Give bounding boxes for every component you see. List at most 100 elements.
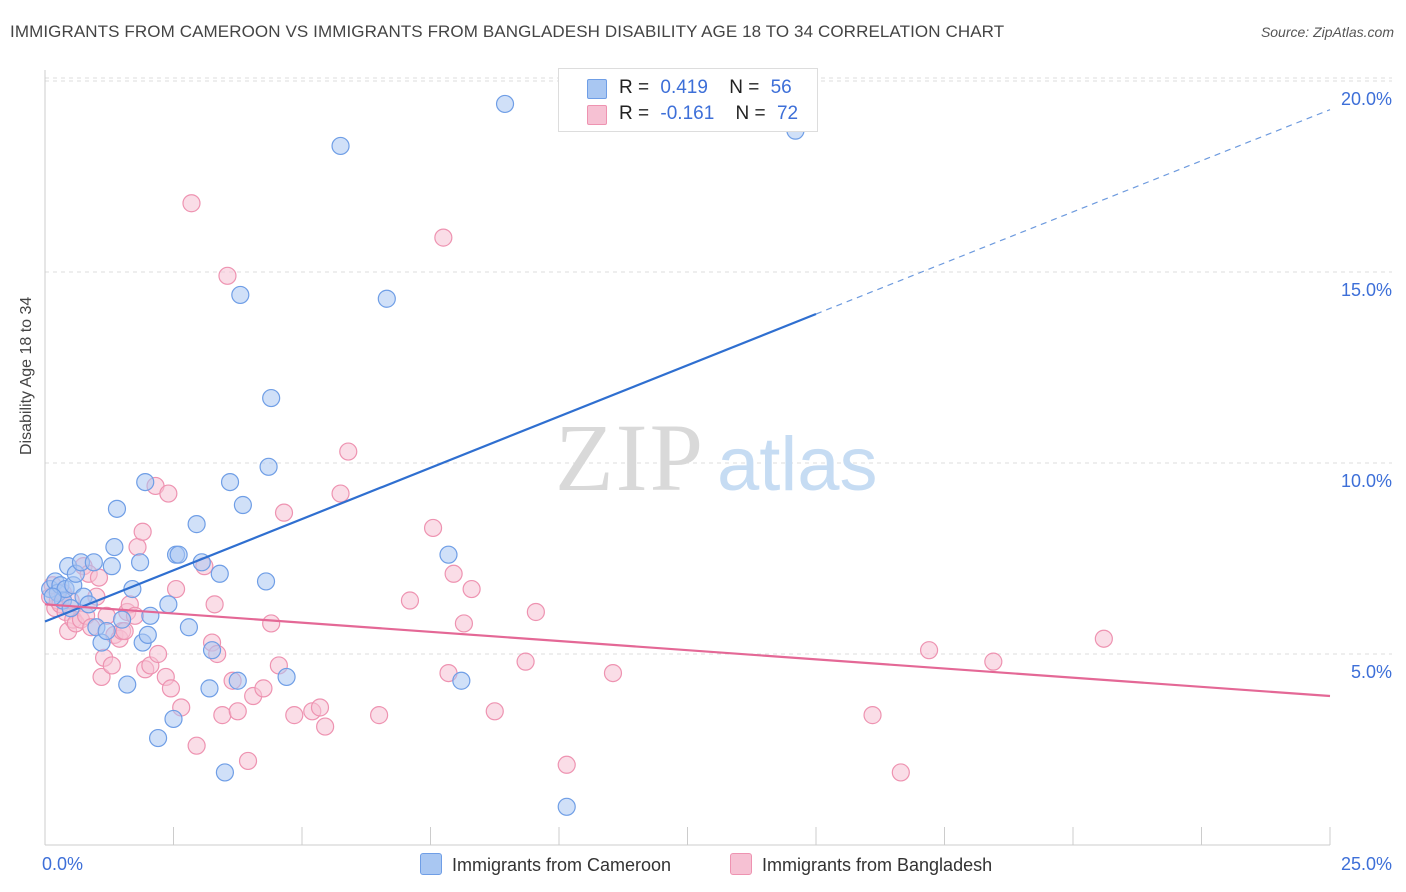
cameroon-legend-swatch (420, 853, 442, 875)
cameroon-point (452, 671, 471, 690)
cameroon-trendline (44, 312, 817, 623)
x-tick-label: 0.0% (42, 854, 83, 874)
bangladesh-point (1094, 629, 1113, 648)
bangladesh-point (228, 702, 247, 721)
cameroon-point (256, 572, 276, 591)
bangladesh-point (187, 736, 206, 755)
watermark-zip: ZIP (555, 404, 705, 511)
watermark-atlas: atlas (717, 422, 878, 507)
cameroon-point (169, 545, 188, 564)
bangladesh-point (400, 591, 420, 610)
bangladesh-n-value: 72 (776, 103, 799, 124)
cameroon-legend-label: Immigrants from Cameroon (452, 855, 672, 875)
cameroon-point (187, 515, 206, 534)
cameroon-point (439, 545, 458, 564)
cameroon-n-value: 56 (770, 77, 792, 98)
chart-title: IMMIGRANTS FROM CAMEROON VS IMMIGRANTS F… (10, 22, 1005, 41)
r-label: R = (619, 77, 650, 98)
cameroon-point (43, 587, 62, 606)
bangladesh-point (274, 503, 294, 522)
y-tick-label: 10.0% (1341, 471, 1392, 491)
bangladesh-point (92, 667, 111, 687)
cameroon-point (231, 285, 250, 305)
y-tick-label: 15.0% (1341, 280, 1392, 300)
cameroon-point (148, 728, 168, 748)
bangladesh-swatch (587, 105, 607, 125)
n-label: N = (735, 103, 766, 124)
cameroon-point (331, 136, 350, 156)
bangladesh-point (238, 751, 258, 771)
bangladesh-trendline (44, 603, 1331, 698)
bangladesh-point (254, 679, 273, 698)
watermark: ZIP atlas (555, 404, 878, 511)
bangladesh-legend-swatch (730, 853, 752, 875)
bangladesh-point (485, 702, 504, 721)
bangladesh-point (434, 228, 453, 247)
y-axis-label: Disability Age 18 to 34 (18, 296, 35, 455)
bangladesh-point (891, 763, 910, 782)
bangladesh-point (316, 717, 335, 736)
r-label: R = (619, 103, 650, 124)
cameroon-point (130, 553, 150, 572)
trendlines (44, 109, 1331, 698)
grid-lines (45, 77, 1392, 655)
bangladesh-point (557, 755, 576, 774)
cameroon-point (141, 606, 160, 625)
series-cameroon (41, 94, 805, 816)
bangladesh-point (331, 484, 350, 503)
cameroon-point (277, 667, 296, 687)
cameroon-point (220, 473, 240, 492)
y-tick-label: 5.0% (1351, 662, 1392, 682)
cameroon-point (159, 595, 178, 614)
bangladesh-point (919, 641, 939, 660)
x-tick-label: 25.0% (1341, 854, 1392, 874)
cameroon-point (200, 679, 219, 698)
y-tick-label: 20.0% (1341, 89, 1392, 109)
bangladesh-point (603, 663, 623, 683)
cameroon-point (228, 671, 247, 690)
bangladesh-point (454, 614, 474, 633)
bangladesh-point (423, 518, 443, 538)
cameroon-point (210, 564, 229, 583)
bangladesh-point (262, 614, 281, 633)
bangladesh-point (102, 656, 121, 675)
bangladesh-point (285, 706, 304, 725)
bangladesh-point (526, 602, 545, 622)
bangladesh-point (462, 579, 481, 599)
bangladesh-point (133, 522, 152, 541)
cameroon-point (118, 675, 137, 694)
cameroon-point (164, 709, 183, 729)
bangladesh-point (310, 698, 330, 717)
bangladesh-point (182, 194, 201, 213)
legend-item-bangladesh[interactable]: Immigrants from Bangladesh (730, 853, 992, 876)
cameroon-trendline-extension (815, 109, 1331, 315)
bangladesh-point (128, 537, 147, 557)
bangladesh-r-value: -0.161 (660, 103, 715, 124)
bangladesh-point (863, 706, 882, 725)
cameroon-point (495, 94, 515, 114)
cameroon-point (138, 625, 157, 645)
bangladesh-point (339, 442, 358, 461)
bangladesh-point (161, 679, 181, 698)
cameroon-point (136, 473, 155, 492)
cameroon-point (84, 553, 103, 572)
bangladesh-point (166, 579, 186, 599)
cameroon-point (215, 763, 234, 782)
legend-item-cameroon[interactable]: Immigrants from Cameroon (420, 853, 671, 876)
cameroon-swatch (587, 79, 607, 99)
correlation-legend: R = 0.419 N = 56 R = -0.161 N = 72 (558, 68, 818, 132)
cameroon-point (262, 388, 281, 408)
axes (44, 70, 1331, 846)
cameroon-point (202, 641, 222, 660)
cameroon-point (233, 495, 252, 515)
bangladesh-point (984, 652, 1003, 671)
cameroon-point (112, 610, 132, 629)
cameroon-point (179, 618, 199, 637)
cameroon-point (259, 457, 278, 476)
cameroon-point (557, 797, 576, 816)
bangladesh-point (159, 484, 178, 503)
tick-labels: 5.0% 10.0% 15.0% 20.0% 0.0% 25.0% (42, 89, 1392, 874)
cameroon-point (97, 621, 116, 641)
bangladesh-point (218, 266, 237, 285)
